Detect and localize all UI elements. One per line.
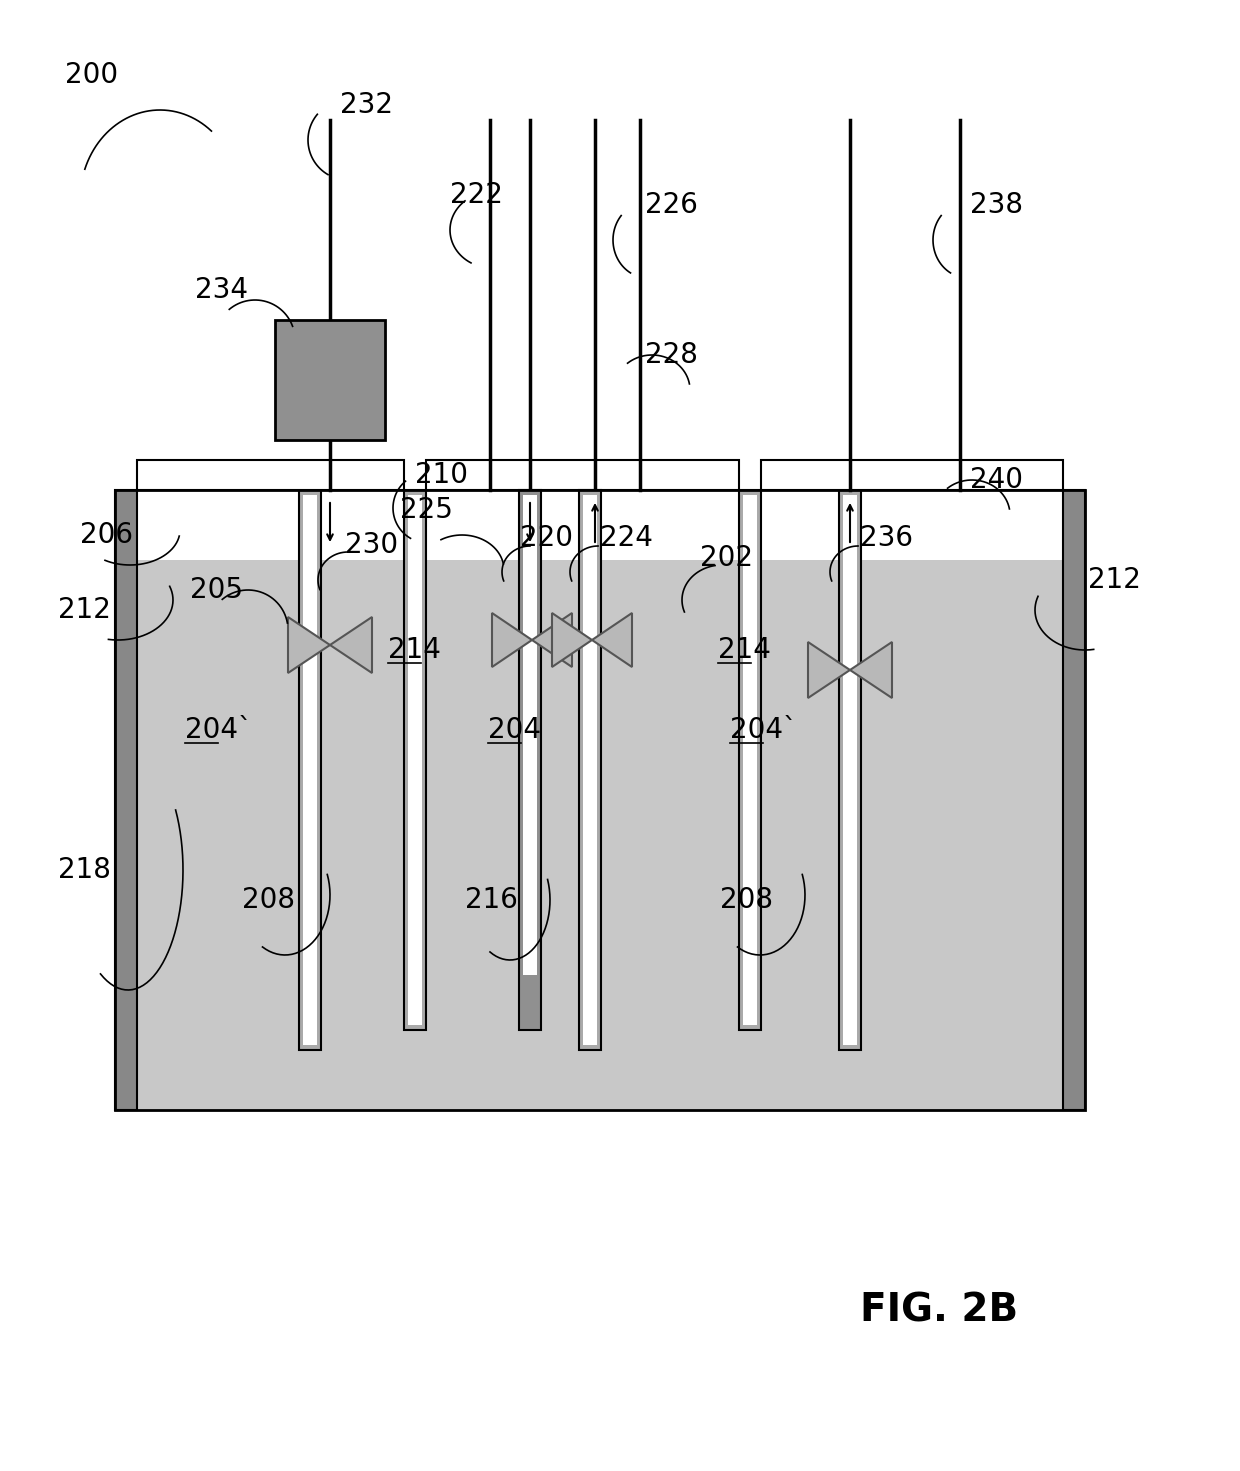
Bar	[1063, 490, 1085, 1111]
Bar	[523, 496, 537, 975]
Text: 236: 236	[861, 524, 913, 552]
Polygon shape	[330, 616, 372, 674]
Text: 212: 212	[58, 596, 110, 624]
Text: 234: 234	[195, 277, 248, 304]
Polygon shape	[808, 641, 849, 699]
Text: 238: 238	[970, 191, 1023, 219]
Bar	[299, 490, 321, 1050]
Bar	[115, 490, 1085, 1111]
Polygon shape	[849, 641, 892, 699]
Polygon shape	[591, 613, 632, 666]
Polygon shape	[552, 613, 591, 666]
Bar	[739, 490, 761, 1030]
Text: 240: 240	[970, 466, 1023, 494]
Text: 222: 222	[450, 181, 503, 209]
Text: 205: 205	[190, 577, 243, 605]
Text: 204`: 204`	[185, 716, 252, 744]
Bar	[136, 460, 404, 490]
Bar	[115, 490, 136, 1111]
Text: 216: 216	[465, 886, 518, 913]
Bar	[404, 490, 427, 1030]
Text: 214: 214	[718, 635, 771, 663]
Polygon shape	[532, 613, 572, 666]
Text: 230: 230	[345, 531, 398, 559]
Text: 225: 225	[401, 496, 453, 524]
Text: 200: 200	[64, 60, 118, 90]
Text: FIG. 2B: FIG. 2B	[861, 1292, 1018, 1328]
Bar	[427, 490, 739, 560]
Text: 210: 210	[415, 460, 467, 488]
Bar	[583, 496, 596, 1044]
Text: 226: 226	[645, 191, 698, 219]
Text: 220: 220	[520, 524, 573, 552]
Bar	[520, 490, 541, 1030]
Bar	[579, 490, 601, 1050]
Bar	[761, 460, 1063, 490]
Text: 228: 228	[645, 341, 698, 369]
Text: 218: 218	[58, 856, 110, 884]
Bar	[743, 496, 756, 1025]
Bar	[136, 490, 404, 560]
Text: 224: 224	[600, 524, 653, 552]
Bar	[275, 321, 384, 440]
Text: 214: 214	[388, 635, 441, 663]
Bar	[408, 496, 422, 1025]
Bar	[303, 496, 317, 1044]
Text: 206: 206	[81, 521, 133, 549]
Bar	[761, 490, 1063, 560]
Text: 204`: 204`	[730, 716, 797, 744]
Text: 208: 208	[242, 886, 295, 913]
Text: 232: 232	[340, 91, 393, 119]
Bar	[115, 560, 1085, 1111]
Polygon shape	[492, 613, 532, 666]
Text: 212: 212	[1087, 566, 1141, 594]
Polygon shape	[288, 616, 330, 674]
Text: 204: 204	[489, 716, 541, 744]
Bar	[839, 490, 861, 1050]
Text: 208: 208	[720, 886, 773, 913]
Bar	[843, 496, 857, 1044]
Text: 202: 202	[701, 544, 753, 572]
Bar	[427, 460, 739, 490]
